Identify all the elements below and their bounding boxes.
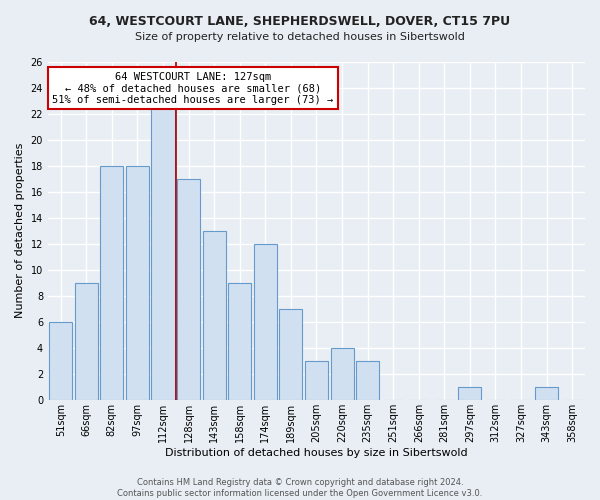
X-axis label: Distribution of detached houses by size in Sibertswold: Distribution of detached houses by size … — [165, 448, 468, 458]
Text: Contains HM Land Registry data © Crown copyright and database right 2024.
Contai: Contains HM Land Registry data © Crown c… — [118, 478, 482, 498]
Bar — [75, 282, 98, 400]
Bar — [305, 361, 328, 400]
Bar — [177, 178, 200, 400]
Text: 64 WESTCOURT LANE: 127sqm
← 48% of detached houses are smaller (68)
51% of semi-: 64 WESTCOURT LANE: 127sqm ← 48% of detac… — [52, 72, 334, 105]
Y-axis label: Number of detached properties: Number of detached properties — [15, 143, 25, 318]
Bar — [280, 308, 302, 400]
Text: 64, WESTCOURT LANE, SHEPHERDSWELL, DOVER, CT15 7PU: 64, WESTCOURT LANE, SHEPHERDSWELL, DOVER… — [89, 15, 511, 28]
Bar — [49, 322, 72, 400]
Bar — [203, 230, 226, 400]
Bar — [151, 100, 175, 400]
Bar — [228, 282, 251, 400]
Bar — [254, 244, 277, 400]
Bar — [100, 166, 124, 400]
Bar — [126, 166, 149, 400]
Text: Size of property relative to detached houses in Sibertswold: Size of property relative to detached ho… — [135, 32, 465, 42]
Bar — [331, 348, 353, 400]
Bar — [535, 387, 558, 400]
Bar — [458, 387, 481, 400]
Bar — [356, 361, 379, 400]
